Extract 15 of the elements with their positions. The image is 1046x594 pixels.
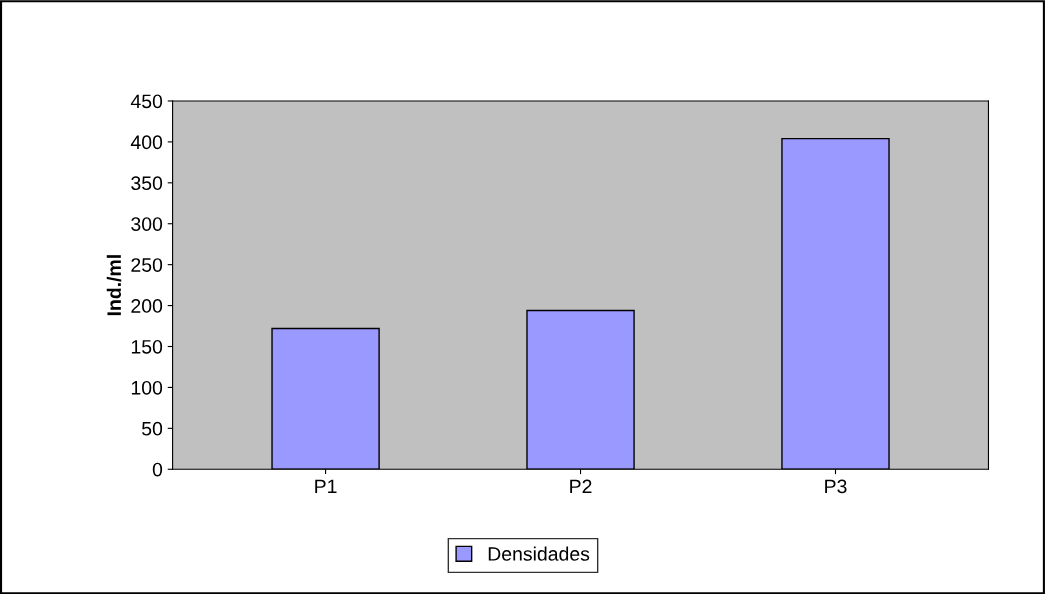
y-tick-label: 200 — [131, 299, 163, 313]
x-tick-label: P1 — [315, 479, 337, 494]
y-tick-label: 100 — [131, 380, 163, 395]
x-tick-label: P3 — [825, 479, 847, 494]
y-tick-label: 50 — [142, 421, 163, 436]
y-tick-label: 150 — [131, 339, 163, 354]
y-tick-label: 300 — [131, 217, 163, 231]
y-axis-title: Ind./ml — [106, 255, 122, 316]
y-tick-label: 350 — [131, 176, 163, 191]
y-tick-label: 400 — [130, 135, 163, 150]
legend-label: Densidades — [488, 546, 590, 561]
y-tick-label: 250 — [131, 258, 163, 272]
y-tick-label: 450 — [130, 94, 163, 109]
y-tick-label: 0 — [152, 462, 163, 477]
x-tick-label: P2 — [570, 479, 592, 494]
